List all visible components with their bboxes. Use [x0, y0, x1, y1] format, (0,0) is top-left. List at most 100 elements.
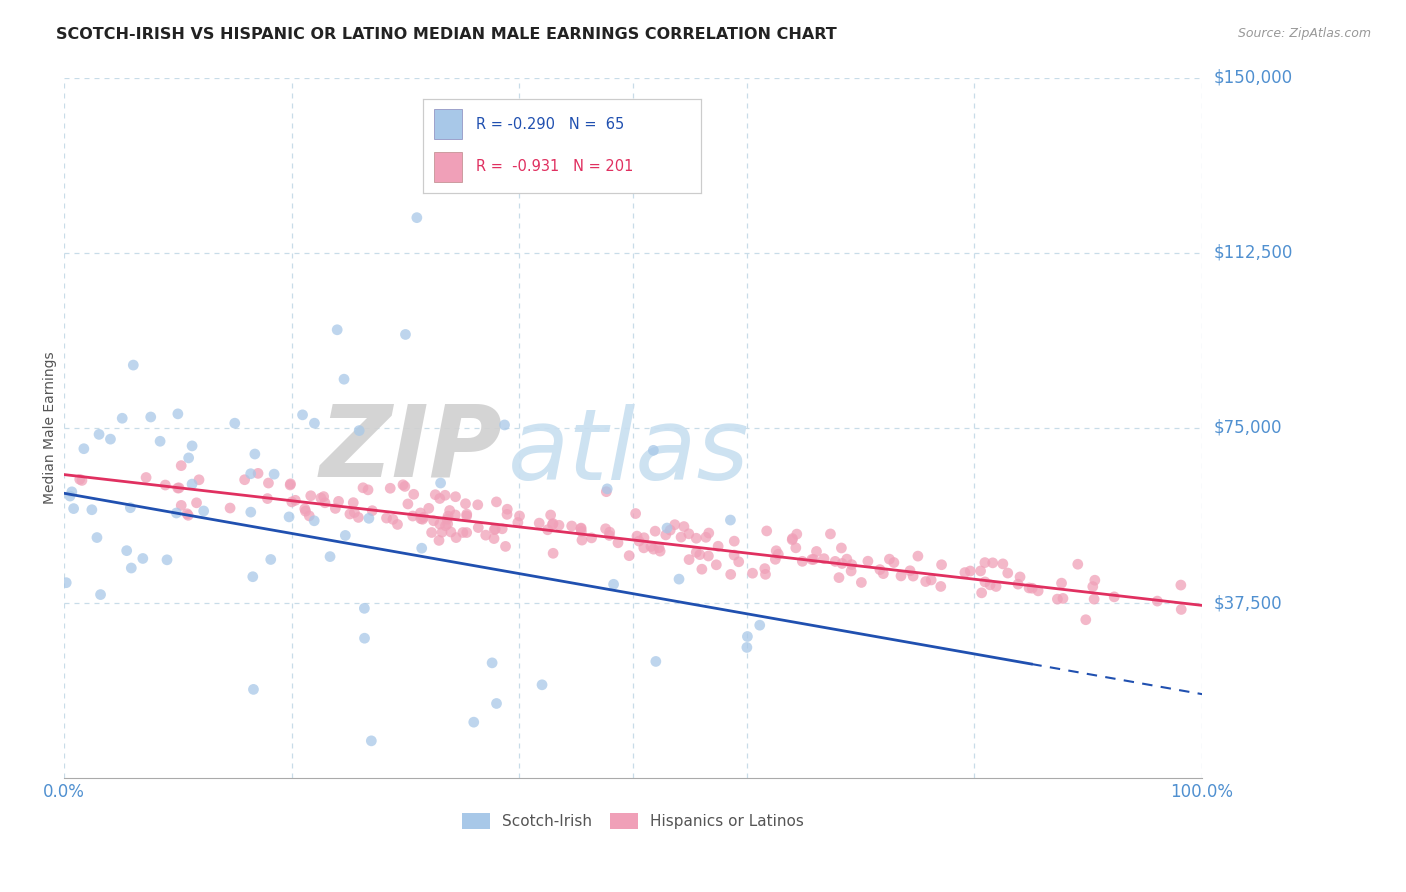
Point	[326, 323, 349, 337]
Point	[598, 528, 620, 542]
Point	[1067, 558, 1090, 572]
Point	[485, 697, 508, 711]
Point	[339, 507, 361, 521]
Point	[1074, 613, 1097, 627]
Point	[405, 211, 427, 225]
Point	[765, 543, 787, 558]
Point	[1007, 577, 1029, 591]
Point	[80, 502, 103, 516]
Point	[509, 508, 531, 523]
Point	[959, 564, 981, 578]
Point	[695, 530, 717, 544]
Point	[193, 504, 215, 518]
Point	[689, 548, 711, 562]
Point	[828, 571, 851, 585]
Text: $37,500: $37,500	[1213, 594, 1282, 612]
Point	[754, 567, 776, 582]
Point	[541, 516, 564, 531]
Point	[931, 558, 953, 572]
Point	[644, 655, 666, 669]
Point	[278, 509, 301, 524]
Point	[456, 508, 478, 523]
Point	[437, 509, 460, 524]
Point	[879, 552, 901, 566]
Point	[167, 407, 190, 421]
Point	[429, 475, 451, 490]
Point	[806, 544, 828, 558]
Point	[328, 494, 350, 508]
Point	[422, 514, 444, 528]
Point	[333, 372, 356, 386]
Point	[165, 506, 187, 520]
Point	[669, 530, 692, 544]
Point	[73, 442, 96, 456]
Point	[425, 488, 447, 502]
Point	[309, 491, 332, 505]
Point	[325, 501, 347, 516]
Point	[176, 507, 198, 521]
Point	[907, 549, 929, 563]
Point	[541, 517, 564, 532]
Point	[970, 586, 993, 600]
Point	[177, 450, 200, 465]
Point	[780, 533, 803, 547]
Point	[167, 481, 190, 495]
Point	[655, 528, 678, 542]
Point	[595, 484, 617, 499]
Point	[496, 508, 519, 522]
Point	[969, 564, 991, 578]
Point	[353, 631, 375, 645]
Point	[1170, 602, 1192, 616]
Text: Source: ZipAtlas.com: Source: ZipAtlas.com	[1237, 27, 1371, 40]
Point	[242, 570, 264, 584]
Point	[242, 682, 264, 697]
Point	[768, 547, 790, 561]
Point	[914, 574, 936, 589]
Text: $150,000: $150,000	[1213, 69, 1292, 87]
Point	[626, 529, 648, 543]
Point	[898, 564, 921, 578]
Point	[62, 501, 84, 516]
Point	[929, 579, 952, 593]
Point	[335, 528, 357, 542]
Point	[412, 510, 434, 524]
Point	[463, 715, 485, 730]
Point	[741, 566, 763, 581]
Point	[494, 417, 516, 432]
Point	[704, 558, 727, 572]
Point	[440, 524, 463, 539]
Point	[1050, 576, 1073, 591]
Point	[394, 327, 416, 342]
Point	[115, 543, 138, 558]
Point	[735, 640, 758, 655]
Point	[343, 506, 366, 520]
Legend: Scotch-Irish, Hispanics or Latinos: Scotch-Irish, Hispanics or Latinos	[458, 808, 808, 834]
Point	[409, 511, 432, 525]
Point	[357, 483, 380, 497]
Point	[122, 358, 145, 372]
Point	[69, 472, 91, 486]
Point	[1081, 580, 1104, 594]
Point	[444, 490, 467, 504]
Point	[901, 569, 924, 583]
Point	[280, 476, 302, 491]
Point	[120, 561, 142, 575]
Point	[224, 416, 246, 430]
Point	[561, 519, 583, 533]
Point	[1146, 594, 1168, 608]
Point	[496, 502, 519, 516]
Point	[90, 588, 112, 602]
Point	[294, 504, 316, 518]
Point	[633, 541, 655, 555]
Point	[1046, 592, 1069, 607]
Point	[643, 443, 665, 458]
Point	[456, 525, 478, 540]
Point	[672, 519, 695, 533]
Point	[319, 549, 342, 564]
Point	[831, 557, 853, 571]
Point	[302, 514, 325, 528]
Point	[132, 551, 155, 566]
Point	[984, 579, 1007, 593]
Point	[678, 552, 700, 566]
Point	[304, 416, 326, 430]
